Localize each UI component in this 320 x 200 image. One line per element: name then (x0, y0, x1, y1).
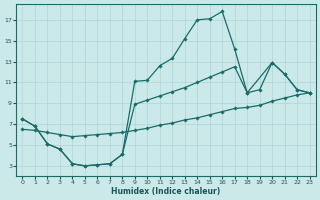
X-axis label: Humidex (Indice chaleur): Humidex (Indice chaleur) (111, 187, 221, 196)
